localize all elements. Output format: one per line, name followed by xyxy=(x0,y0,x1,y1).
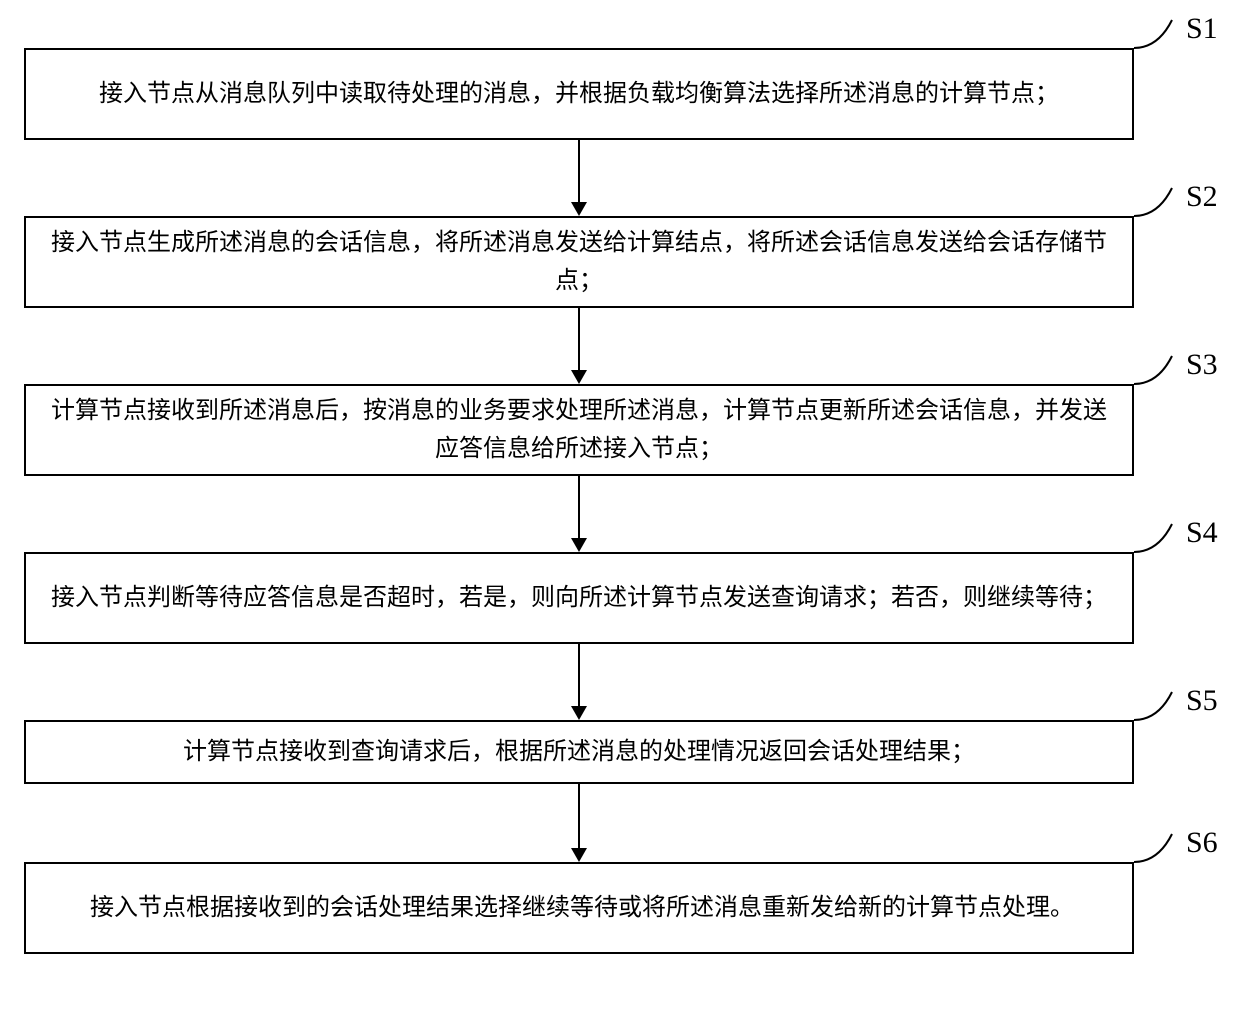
step-text-s6: 接入节点根据接收到的会话处理结果选择继续等待或将所述消息重新发给新的计算节点处理… xyxy=(42,889,1074,927)
step-label-s5: S5 xyxy=(1186,684,1218,718)
step-text-s1: 接入节点从消息队列中读取待处理的消息，并根据负载均衡算法选择所述消息的计算节点； xyxy=(99,75,1059,113)
step-box-s4: 接入节点判断等待应答信息是否超时，若是，则向所述计算节点发送查询请求；若否，则继… xyxy=(24,552,1134,644)
arrow-head-3 xyxy=(571,538,587,552)
arrow-line-4 xyxy=(578,644,580,706)
step-text-s4: 接入节点判断等待应答信息是否超时，若是，则向所述计算节点发送查询请求；若否，则继… xyxy=(51,579,1107,617)
arrow-line-2 xyxy=(578,308,580,370)
step-text-s2: 接入节点生成所述消息的会话信息，将所述消息发送给计算结点，将所述会话信息发送给会… xyxy=(42,224,1116,301)
arrow-line-1 xyxy=(578,140,580,202)
step-label-s2: S2 xyxy=(1186,180,1218,214)
step-label-s4: S4 xyxy=(1186,516,1218,550)
step-box-s5: 计算节点接收到查询请求后，根据所述消息的处理情况返回会话处理结果； xyxy=(24,720,1134,784)
arrow-line-5 xyxy=(578,784,580,848)
step-box-s3: 计算节点接收到所述消息后，按消息的业务要求处理所述消息，计算节点更新所述会话信息… xyxy=(24,384,1134,476)
step-text-s5: 计算节点接收到查询请求后，根据所述消息的处理情况返回会话处理结果； xyxy=(183,733,975,771)
flowchart-canvas: 接入节点从消息队列中读取待处理的消息，并根据负载均衡算法选择所述消息的计算节点；… xyxy=(0,0,1240,1011)
step-box-s1: 接入节点从消息队列中读取待处理的消息，并根据负载均衡算法选择所述消息的计算节点； xyxy=(24,48,1134,140)
arrow-head-5 xyxy=(571,848,587,862)
step-box-s6: 接入节点根据接收到的会话处理结果选择继续等待或将所述消息重新发给新的计算节点处理… xyxy=(24,862,1134,954)
step-text-s3: 计算节点接收到所述消息后，按消息的业务要求处理所述消息，计算节点更新所述会话信息… xyxy=(42,392,1116,469)
step-label-s3: S3 xyxy=(1186,348,1218,382)
arrow-head-1 xyxy=(571,202,587,216)
arrow-head-4 xyxy=(571,706,587,720)
arrow-head-2 xyxy=(571,370,587,384)
step-box-s2: 接入节点生成所述消息的会话信息，将所述消息发送给计算结点，将所述会话信息发送给会… xyxy=(24,216,1134,308)
arrow-line-3 xyxy=(578,476,580,538)
step-label-s1: S1 xyxy=(1186,12,1218,46)
step-label-s6: S6 xyxy=(1186,826,1218,860)
